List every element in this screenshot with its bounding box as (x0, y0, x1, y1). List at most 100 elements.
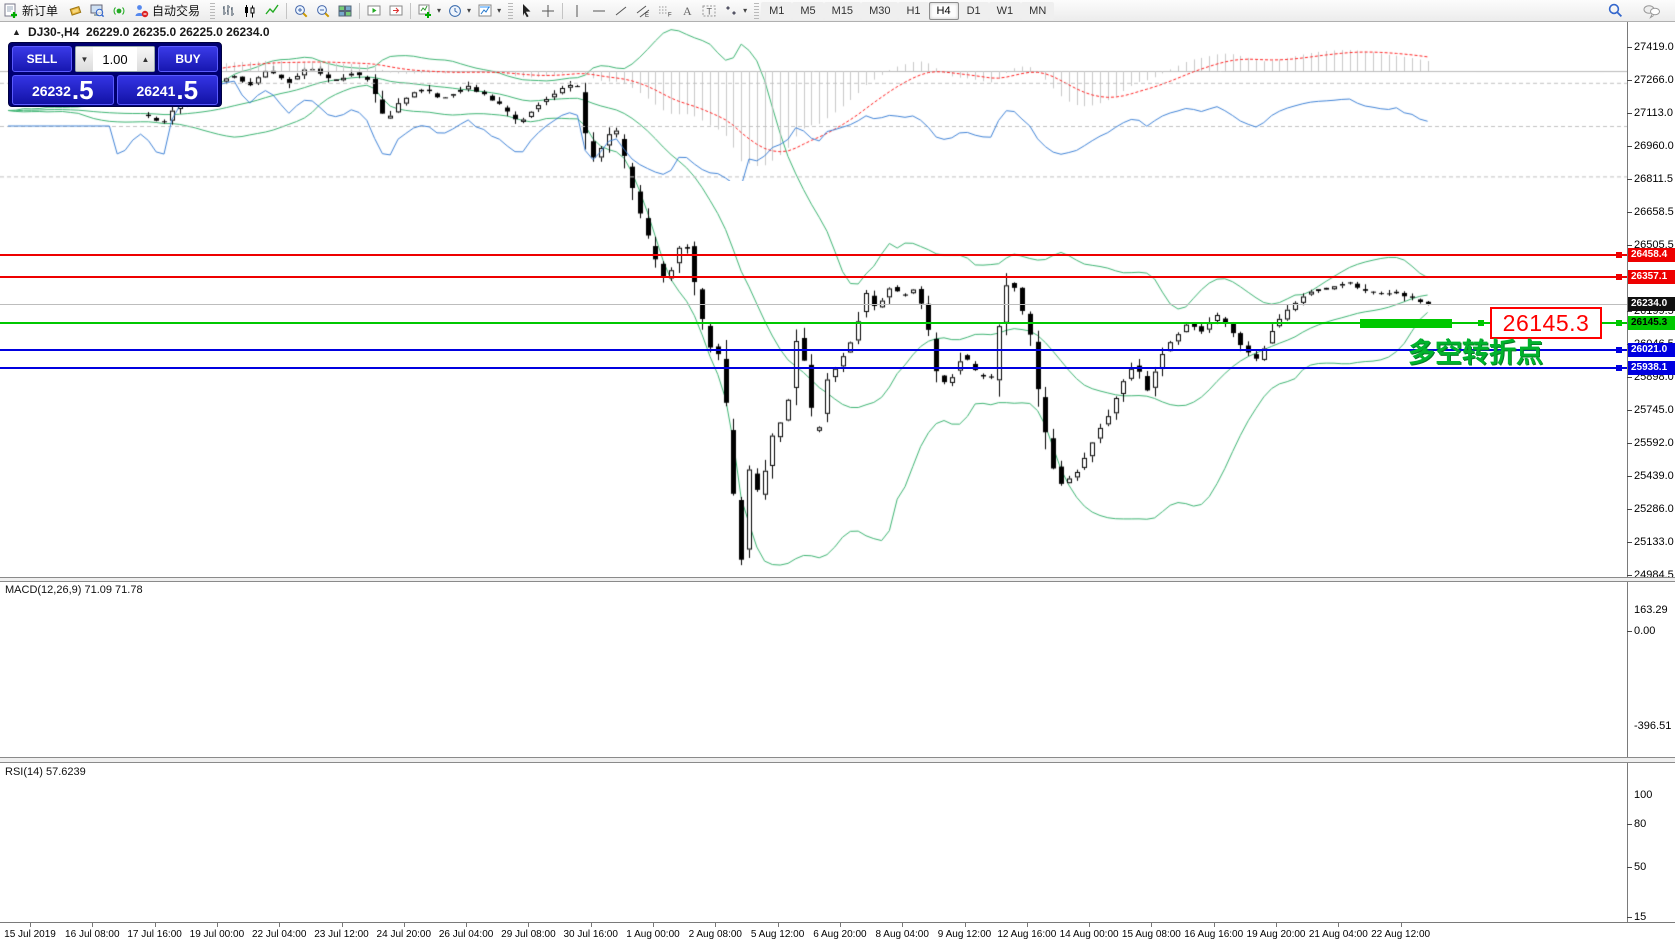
horizontal-line-26458.4[interactable] (0, 254, 1627, 257)
horizontal-line-26234.0[interactable] (0, 303, 1627, 305)
sell-button[interactable]: SELL (12, 46, 72, 72)
crosshair-button[interactable] (537, 1, 559, 21)
price-axis-chip: 26021.0 (1628, 343, 1675, 358)
line-chart-button[interactable] (261, 1, 283, 21)
line-handle[interactable] (1616, 274, 1622, 281)
autotrading-button[interactable]: 自动交易 (130, 1, 206, 21)
timeframe-h1[interactable]: H1 (898, 1, 929, 20)
volume-decrease-button[interactable]: ▼ (76, 47, 93, 71)
toolbar-right-group (1604, 1, 1675, 21)
price-tick (1627, 476, 1632, 477)
price-tick-label: 25133.0 (1634, 536, 1674, 548)
line-handle[interactable] (1616, 252, 1622, 259)
time-tick (154, 923, 156, 927)
buy-button[interactable]: BUY (158, 46, 218, 72)
channel-button[interactable]: E (632, 1, 654, 21)
time-axis-label: 23 Jul 12:00 (314, 929, 369, 940)
chart-shift-icon (389, 5, 403, 15)
terminal-search-icon (90, 4, 105, 17)
volume-increase-button[interactable]: ▲ (137, 47, 154, 71)
horizontal-line-button[interactable] (588, 1, 610, 21)
zoom-in-icon (295, 4, 308, 17)
time-tick (715, 923, 717, 927)
rsi-splitter[interactable] (0, 757, 1675, 763)
time-tick (902, 923, 904, 927)
line-handle[interactable] (1616, 320, 1622, 327)
support-zone-highlight[interactable] (1360, 318, 1452, 328)
time-axis-label: 5 Aug 12:00 (750, 929, 805, 940)
timeframe-m1[interactable]: M1 (761, 1, 793, 20)
gold-tool-button[interactable] (64, 1, 86, 21)
fibonacci-button[interactable]: F (654, 1, 676, 21)
auto-scroll-button[interactable] (363, 1, 385, 21)
price-tick (1627, 311, 1632, 312)
price-tick-label: 25592.0 (1634, 437, 1674, 449)
time-axis[interactable]: 15 Jul 2019 16 Jul 08:00 17 Jul 16:00 19 Ju… (0, 922, 1675, 946)
candlestick-chart-button[interactable] (239, 1, 261, 21)
svg-text:T: T (707, 6, 713, 16)
macd-splitter[interactable] (0, 577, 1675, 582)
new-order-button[interactable]: 新订单 (0, 1, 64, 21)
add-indicator-button[interactable]: ▾ (414, 1, 444, 21)
zoom-in-button[interactable] (290, 1, 312, 21)
cursor-button[interactable] (515, 1, 537, 21)
timeframe-d1[interactable]: D1 (958, 1, 989, 20)
chat-button[interactable] (1639, 1, 1665, 21)
one-click-panel-toggle[interactable]: ▲ (12, 27, 21, 37)
buy-price-button[interactable]: 26241.5 (116, 75, 218, 105)
rsi-canvas[interactable] (0, 22, 1627, 181)
line-handle[interactable] (1616, 365, 1622, 372)
line-handle[interactable] (1616, 347, 1622, 354)
bar-chart-icon (223, 4, 235, 16)
time-tick (839, 923, 841, 927)
horizontal-line-26357.1[interactable] (0, 276, 1627, 279)
sell-price-button[interactable]: 26232.5 (12, 75, 114, 105)
timeframe-mn[interactable]: MN (1021, 1, 1055, 20)
timeframe-m5[interactable]: M5 (792, 1, 824, 20)
terminal-search-button[interactable] (86, 1, 108, 21)
time-tick (1338, 923, 1340, 927)
svg-text:F: F (668, 12, 672, 18)
zoom-out-button[interactable] (312, 1, 334, 21)
time-axis-label: 14 Aug 00:00 (1059, 929, 1119, 940)
horizontal-line-26021.0[interactable] (0, 349, 1627, 352)
arrows-button[interactable]: ▾ (720, 1, 750, 21)
add-indicator-icon (418, 4, 432, 18)
price-annotation-box[interactable]: 26145.3 (1490, 307, 1602, 340)
horizontal-line-25938.1[interactable] (0, 367, 1627, 370)
timeframe-w1[interactable]: W1 (988, 1, 1022, 20)
timeframe-m30[interactable]: M30 (861, 1, 899, 20)
text-button[interactable]: A (676, 1, 698, 21)
indicator-tick (1627, 631, 1632, 633)
trendline-button[interactable] (610, 1, 632, 21)
vertical-line-button[interactable] (566, 1, 588, 21)
text-label-button[interactable]: T (698, 1, 720, 21)
signal-button[interactable] (108, 1, 130, 21)
periods-button[interactable]: ▾ (444, 1, 474, 21)
trade-panel-price-row: 26232.5 26241.5 (12, 75, 218, 105)
line-handle[interactable] (1478, 320, 1484, 327)
time-axis-label: 16 Aug 16:00 (1184, 929, 1244, 940)
timeframe-m15[interactable]: M15 (823, 1, 862, 20)
trade-panel-top-row: SELL ▼ ▲ BUY (12, 46, 218, 72)
toolbar-grip (210, 2, 216, 19)
indicator-tick (1627, 867, 1632, 868)
time-axis-label: 29 Jul 08:00 (501, 929, 556, 940)
timeframe-h4[interactable]: H4 (928, 1, 959, 20)
price-tick-label: 26505.5 (1634, 239, 1674, 251)
price-tick (1627, 443, 1632, 444)
time-axis-label: 15 Aug 08:00 (1121, 929, 1181, 940)
bar-chart-button[interactable] (217, 1, 239, 21)
chevron-down-icon: ▾ (467, 5, 472, 15)
tile-windows-button[interactable] (334, 1, 356, 21)
time-tick (1213, 923, 1215, 927)
horizontal-line-26145.3[interactable] (0, 322, 1627, 325)
autotrading-label: 自动交易 (152, 4, 201, 18)
sell-price-main: 26232 (31, 83, 71, 99)
turning-point-annotation[interactable]: 多空转折点 (1408, 338, 1543, 369)
chevron-down-icon: ▾ (743, 5, 748, 15)
volume-input[interactable] (93, 47, 137, 71)
template-button[interactable]: ▾ (474, 1, 504, 21)
chart-shift-button[interactable] (385, 1, 407, 21)
search-button[interactable] (1604, 1, 1627, 21)
